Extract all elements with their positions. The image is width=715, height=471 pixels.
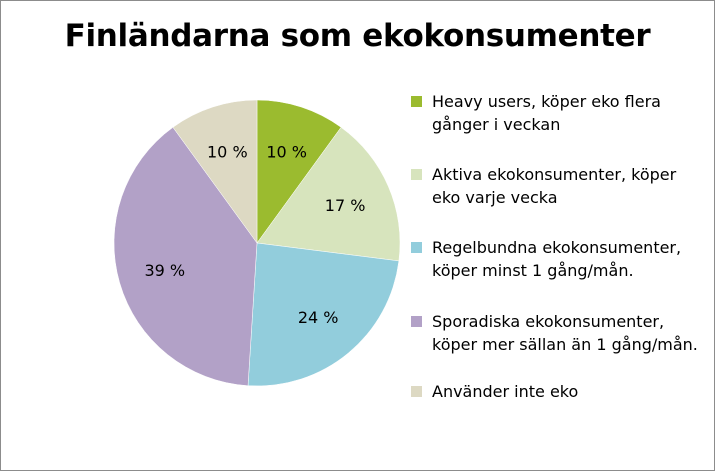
legend-swatch <box>411 96 422 107</box>
pie-slice-anvander-inte <box>172 99 258 244</box>
legend-label: Sporadiska ekokonsumenter, köper mer säl… <box>432 312 698 354</box>
legend-label: Regelbundna ekokonsumenter, köper minst … <box>432 238 682 280</box>
data-label-aktiva: 17 % <box>325 196 366 215</box>
pie-slice-aktiva <box>256 126 401 262</box>
legend-swatch <box>411 316 422 327</box>
legend-label: Heavy users, köper eko flera gånger i ve… <box>432 92 661 134</box>
chart-title: Finländarna som ekokonsumenter <box>64 18 651 54</box>
legend-label: Använder inte eko <box>432 382 579 401</box>
pie-slice-regelbundna <box>247 242 400 387</box>
data-label-anvander-inte: 10 % <box>207 143 248 162</box>
legend-swatch <box>411 169 422 180</box>
data-label-sporadiska: 39 % <box>144 261 185 280</box>
legend-swatch <box>411 386 422 397</box>
legend-label: Aktiva ekokonsumenter, köper eko varje v… <box>432 165 677 207</box>
pie-slice-sporadiska <box>113 126 258 386</box>
pie-slice-heavy-users <box>256 99 342 244</box>
legend-swatch <box>411 242 422 253</box>
data-label-regelbundna: 24 % <box>298 308 339 327</box>
data-label-heavy-users: 10 % <box>266 143 307 162</box>
